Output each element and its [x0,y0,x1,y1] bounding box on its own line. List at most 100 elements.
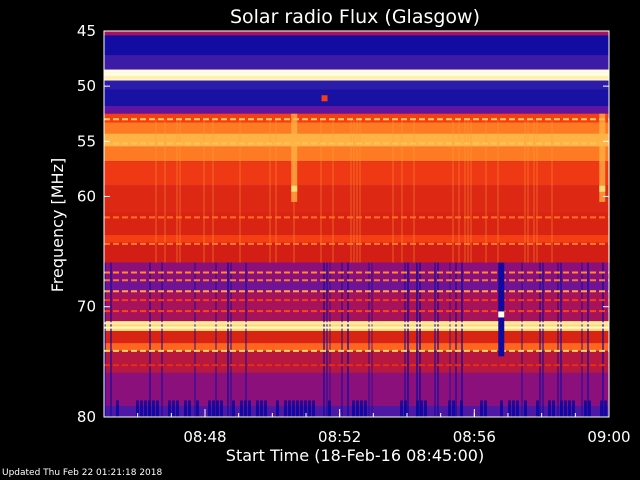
frequency-band [104,291,609,322]
noise-column [352,400,355,417]
noise-column [215,262,217,417]
noise-column [416,262,418,417]
frequency-band [104,343,609,351]
noise-column [512,400,515,417]
noise-column [284,400,287,417]
updated-timestamp: Updated Thu Feb 22 01:21:18 2018 [2,468,163,478]
noise-column [464,119,466,263]
noise-column [368,262,370,417]
noise-column [179,119,181,263]
y-tick-label: 45 [77,22,96,40]
noise-column [341,262,343,417]
noise-column [407,262,409,417]
frequency-band [104,55,609,70]
noise-column [230,262,232,417]
noise-column [276,400,279,417]
frequency-band [104,262,609,280]
noise-column [572,400,575,417]
frequency-band [104,321,609,331]
noise-column [332,119,334,263]
noise-column [533,119,535,263]
noise-column [470,119,472,263]
noise-column [551,119,553,263]
noise-column [460,400,463,417]
noise-column [149,262,151,417]
x-tick-label: 08:56 [453,428,496,446]
noise-column [434,262,436,417]
noise-column [552,400,555,417]
noise-column [269,119,271,263]
noise-column [300,400,303,417]
time-noise-texture [104,119,610,417]
noise-column [312,400,315,417]
noise-column [188,400,191,417]
noise-column [245,262,247,417]
frequency-band [104,235,609,243]
noise-column [602,262,604,417]
noise-column [604,400,607,417]
noise-column [588,400,591,417]
noise-column [524,119,526,263]
noise-column [304,400,307,417]
frequency-band [104,105,609,114]
noise-column [196,400,199,417]
y-tick-label: 80 [77,408,96,426]
noise-column [220,400,223,417]
noise-column [455,262,457,417]
noise-column [164,119,166,263]
noise-column [136,400,139,417]
x-tick-label: 08:52 [318,428,361,446]
frequency-band [104,350,609,373]
noise-column [392,119,394,263]
noise-column [557,262,559,417]
noise-column [500,400,503,417]
noise-column [216,400,219,417]
noise-column [288,400,291,417]
noise-column [292,400,295,417]
y-axis-label: Frequency [MHz] [48,158,67,292]
noise-column [256,400,259,417]
noise-column [485,119,487,263]
noise-column [308,400,311,417]
noise-column [560,400,563,417]
noise-column [168,400,171,417]
y-tick-label: 60 [77,187,96,205]
noise-column [156,400,159,417]
noise-column [329,262,331,417]
noise-column [568,400,571,417]
noise-column [542,262,544,417]
frequency-band [104,80,609,90]
noise-column [232,400,235,417]
noise-column [564,400,567,417]
noise-column [172,400,175,417]
frequency-band [104,113,609,123]
noise-column [536,119,538,263]
frequency-band [104,35,609,56]
x-axis-label: Start Time (18-Feb-16 08:45:00) [226,446,484,465]
noise-column [320,119,322,263]
noise-column [260,400,263,417]
noise-column [152,400,155,417]
noise-column [360,400,363,417]
noise-column [448,400,451,417]
noise-column [437,262,439,417]
x-tick-label: 08:48 [183,428,226,446]
vertical-streak [599,113,606,202]
noise-column [521,262,523,417]
chart-title: Solar radio Flux (Glasgow) [230,6,480,28]
vertical-streak [291,113,298,202]
plot-frame [103,30,610,418]
noise-column [110,262,112,417]
noise-column [527,119,529,263]
frequency-band [104,185,609,213]
noise-column [275,119,277,263]
burst-spot [498,311,505,318]
noise-column [296,400,299,417]
noise-column [600,400,603,417]
noise-column [347,262,349,417]
x-axis: 08:48 08:52 08:56 09:00 [137,409,631,446]
noise-column [326,262,328,417]
noise-column [401,119,403,263]
noise-column [323,262,325,417]
